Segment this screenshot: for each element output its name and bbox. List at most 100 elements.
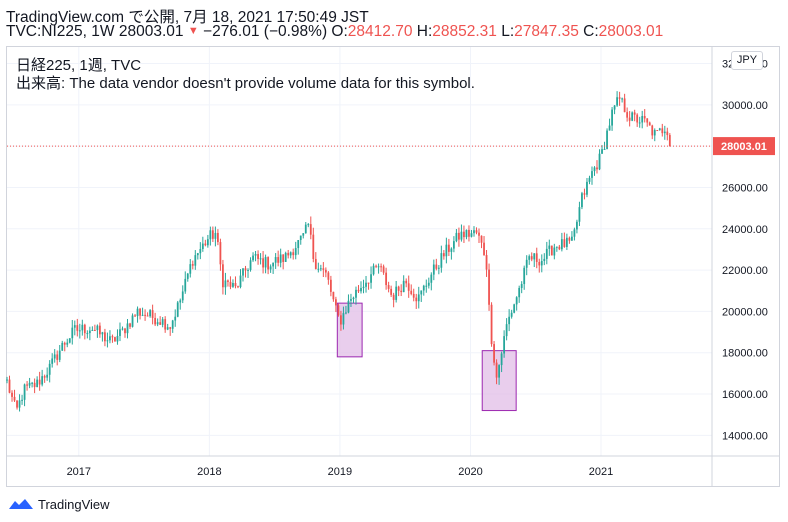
candle-body [402,280,405,293]
candle-body [21,399,23,401]
candle-body [603,148,606,150]
candle-body [48,363,51,375]
candle-body [367,282,370,284]
chart-frame [6,46,780,487]
candle-body [453,241,455,249]
candle-body [114,337,116,342]
y-tick-label: 22000.00 [722,265,768,277]
candle-body [468,229,470,237]
highlight-box [336,302,363,358]
candle-body [144,314,146,316]
candle-body [292,252,295,256]
candle-body [345,312,347,314]
candle-body [485,255,488,270]
candle-body [264,257,267,268]
candle-body [329,279,332,292]
candle-body [91,329,94,331]
candle-body [618,97,621,99]
candle-body [96,325,99,331]
candle-body [395,286,398,300]
y-tick-label: 26000.00 [722,182,768,194]
candle-body [372,265,375,275]
grid [7,47,712,456]
candle-body [525,259,528,268]
candle-body [508,316,511,325]
candle-body [427,282,430,286]
candle-body [239,275,242,288]
candle-body [515,297,518,305]
candle-body [445,244,448,257]
candle-body [533,253,536,260]
candle-body [322,268,325,270]
candle-body [38,379,41,385]
tradingview-logo-icon [9,499,33,509]
candle-body [365,282,367,287]
candle-body [387,285,390,289]
candle-body [234,283,237,287]
candle-body [11,392,13,397]
candle-body [257,254,259,259]
candle-body [498,365,500,378]
last-price-tag [713,137,775,156]
publish-info: TradingView.com で公開, 7月 18, 2021 17:50:4… [6,9,369,26]
candle-body [209,230,212,240]
candle-body [352,297,355,300]
candle-body [71,327,74,339]
y-tick-label: 16000.00 [722,389,768,401]
candle-body [319,268,322,270]
candle-body [638,122,641,124]
candle-body [78,330,81,332]
candles [6,91,671,412]
candle-body [334,299,337,306]
candle-body [302,233,305,236]
candle-body [16,400,18,408]
candle-body [447,244,450,252]
candle-body [169,327,172,329]
candle-body [337,305,340,316]
candle-body [500,353,503,366]
candle-body [309,224,312,235]
candle-body [385,272,388,286]
candle-body [222,264,224,288]
currency-badge[interactable]: JPY [731,51,763,70]
candle-body [377,266,380,268]
candle-body [211,230,214,239]
candle-body [555,246,558,248]
candle-body [159,322,162,325]
footer-brand[interactable]: TradingView [8,495,110,513]
candle-body [340,315,342,325]
candle-body [435,264,438,269]
candle-body [382,266,385,273]
candle-body [76,325,79,331]
candle-body [588,177,591,182]
candle-body [407,283,410,291]
candle-body [591,171,593,178]
candle-body [181,291,184,301]
candle-body [375,265,377,267]
candle-body [613,105,616,110]
candle-body [390,288,393,295]
candle-body [53,354,56,359]
candle-body [46,374,49,378]
candle-body [643,116,646,119]
candle-body [558,246,561,250]
candle-body [332,291,335,300]
candle-body [224,280,227,288]
candle-body [417,294,420,302]
candle-body [61,342,64,351]
candle-body [242,268,244,276]
candle-body [219,242,222,265]
candle-body [201,243,204,249]
candle-body [628,117,631,121]
axes: 14000.00 16000.00 18000.00 20000.00 22000.00… [7,47,780,486]
candle-body [560,239,563,250]
candle-body [189,264,192,274]
candle-body [106,340,109,342]
candle-body [495,362,498,378]
candle-body [204,243,207,246]
candle-body [432,264,435,275]
candle-body [538,261,541,266]
candle-body [397,286,400,291]
candle-body [6,379,8,381]
